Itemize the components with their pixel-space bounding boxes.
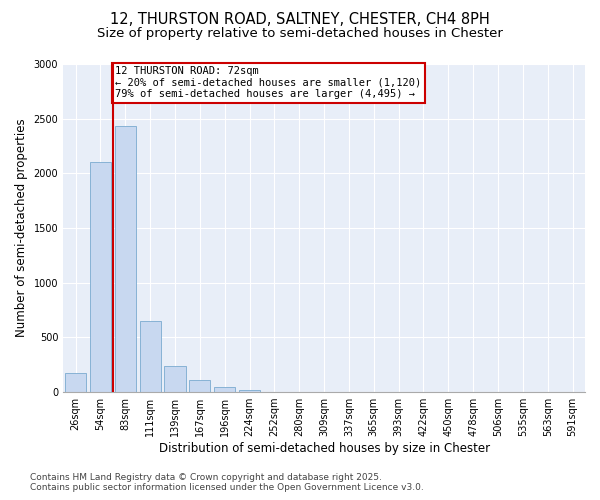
Bar — [140, 321, 161, 392]
Text: Size of property relative to semi-detached houses in Chester: Size of property relative to semi-detach… — [97, 28, 503, 40]
X-axis label: Distribution of semi-detached houses by size in Chester: Distribution of semi-detached houses by … — [158, 442, 490, 455]
Bar — [239, 390, 260, 392]
Bar — [90, 162, 111, 392]
Text: 12 THURSTON ROAD: 72sqm
← 20% of semi-detached houses are smaller (1,120)
79% of: 12 THURSTON ROAD: 72sqm ← 20% of semi-de… — [115, 66, 422, 100]
Y-axis label: Number of semi-detached properties: Number of semi-detached properties — [15, 118, 28, 338]
Bar — [214, 386, 235, 392]
Bar — [164, 366, 185, 392]
Bar — [115, 126, 136, 392]
Bar — [65, 373, 86, 392]
Text: 12, THURSTON ROAD, SALTNEY, CHESTER, CH4 8PH: 12, THURSTON ROAD, SALTNEY, CHESTER, CH4… — [110, 12, 490, 28]
Bar — [189, 380, 211, 392]
Text: Contains HM Land Registry data © Crown copyright and database right 2025.
Contai: Contains HM Land Registry data © Crown c… — [30, 473, 424, 492]
